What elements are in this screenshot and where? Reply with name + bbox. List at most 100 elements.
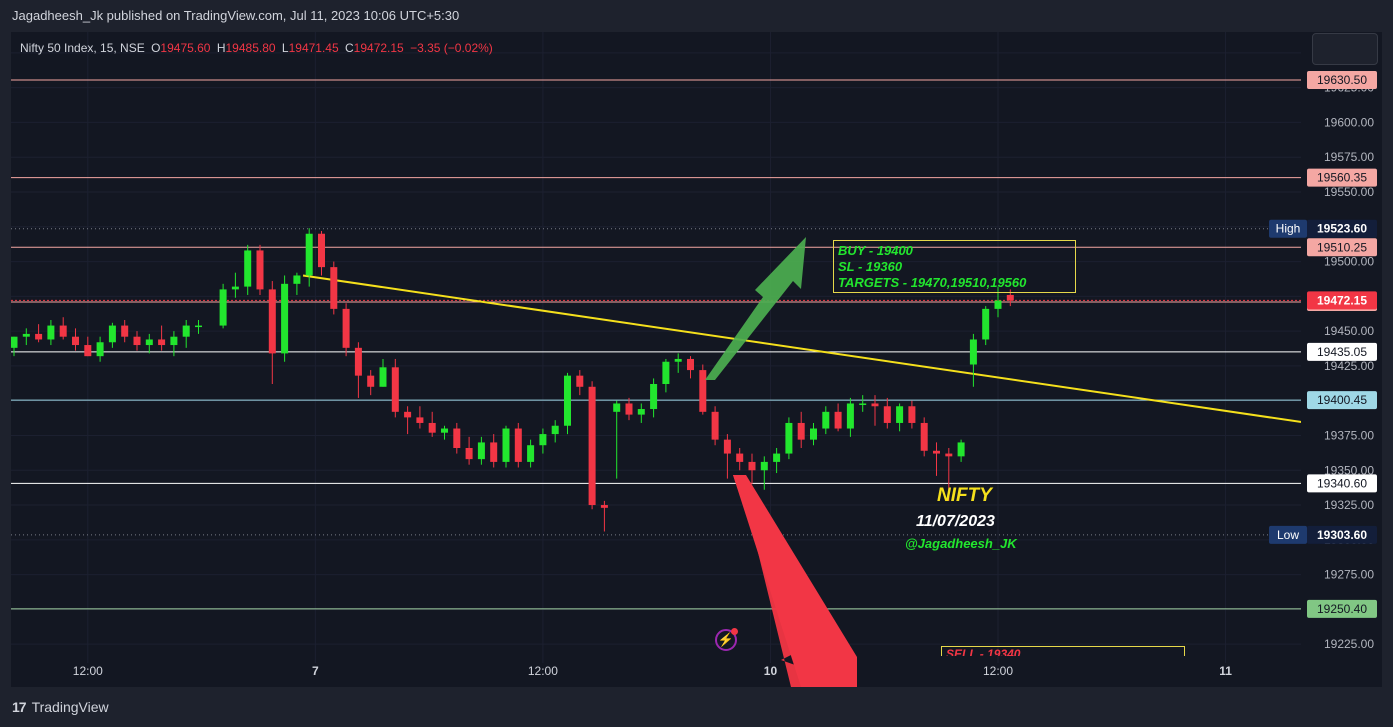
y-tick-label: 19225.00 [1324, 637, 1374, 651]
legend-low-label: L [281, 41, 289, 55]
x-tick-label: 10 [764, 664, 778, 678]
x-tick-label: 7 [312, 664, 319, 678]
legend-low: 19471.45 [288, 41, 339, 55]
candle-body [404, 411, 412, 418]
trendline [302, 274, 1337, 429]
level-tag-label: 19250.40 [1317, 602, 1367, 616]
candle-body [957, 442, 965, 457]
candle-body [231, 286, 239, 290]
author-handle: @Jagadheesh_JK [905, 536, 1017, 551]
current-price-label: 19472.15 [1317, 293, 1367, 307]
candle-body [96, 342, 104, 357]
arrows [705, 237, 857, 687]
candle-body [293, 275, 301, 284]
level-tag [1307, 599, 1377, 618]
chart-date: 11/07/2023 [916, 513, 995, 530]
y-tick-label: 19500.00 [1324, 255, 1374, 269]
candle-body [859, 403, 867, 405]
candle-body [773, 453, 781, 462]
candle-body [527, 445, 535, 462]
y-tick-label: 19325.00 [1324, 498, 1374, 512]
candle-body [281, 283, 289, 354]
candle-body [367, 375, 375, 387]
candle-body [305, 233, 313, 276]
level-tag [1307, 238, 1377, 257]
brand-name: TradingView [31, 699, 109, 715]
extreme-value-tag [1307, 219, 1377, 238]
candle-body [391, 367, 399, 412]
candle-body [514, 428, 522, 462]
green-buy-arrow [705, 237, 806, 380]
candle-body [477, 442, 485, 460]
candle-body [625, 403, 633, 415]
y-tick-label: 19575.00 [1324, 150, 1374, 164]
candle-body [576, 375, 584, 387]
legend-open: 19475.60 [160, 41, 211, 55]
extreme-value-tag [1307, 525, 1377, 544]
candle-body [330, 267, 338, 309]
level-tag-label: 19630.50 [1317, 73, 1367, 87]
plan-sl: SL - 19360 [838, 259, 903, 274]
candle-body [502, 428, 510, 462]
extreme-tag [1269, 219, 1307, 238]
extreme-tag [1269, 525, 1307, 544]
level-tag-label: 19560.35 [1317, 171, 1367, 185]
trade-plan-box[interactable]: BUY - 19400 SL - 19360 TARGETS - 19470,1… [833, 240, 1076, 293]
candle-body [711, 411, 719, 440]
candle-body [170, 336, 178, 346]
candle-body [354, 347, 362, 376]
plan-buy: BUY - 19400 [838, 243, 913, 258]
level-tag [1307, 391, 1377, 410]
footer: 17 TradingView [0, 687, 1393, 727]
y-tick-label: 19600.00 [1324, 115, 1374, 129]
candle-body [908, 406, 916, 423]
candle-body [699, 370, 707, 412]
candle-body [613, 403, 621, 412]
candle-body [428, 422, 436, 433]
candle-body [342, 308, 350, 348]
candle-body [896, 406, 904, 423]
red-sell-arrow-body [733, 475, 857, 687]
candle-body [982, 308, 990, 340]
candle-body [11, 336, 18, 348]
tradingview-brand[interactable]: 17 TradingView [12, 699, 109, 715]
ohlc-legend: Nifty 50 Index, 15, NSE O19475.60 H19485… [20, 41, 496, 55]
candle-body [736, 453, 744, 462]
candle-body [810, 428, 817, 440]
candle-body [637, 409, 645, 415]
candle-body [588, 386, 596, 506]
extreme-value-label: 19523.60 [1317, 222, 1367, 236]
sell-plan-box[interactable]: SELL - 19340 [941, 646, 1185, 656]
candle-body [145, 339, 153, 346]
chart-area[interactable]: 19225.0019250.0019275.0019300.0019325.00… [11, 32, 1382, 687]
level-tag [1307, 474, 1377, 493]
level-tag-label: 19400.45 [1317, 393, 1367, 407]
candle-body [416, 417, 424, 423]
chart-svg[interactable]: 19225.0019250.0019275.0019300.0019325.00… [11, 32, 1382, 687]
chart-menu-button[interactable] [1312, 33, 1378, 65]
candle-body [723, 439, 731, 454]
level-tag [1307, 168, 1377, 187]
y-tick-label: 19450.00 [1324, 324, 1374, 338]
candle-body [318, 233, 325, 268]
level-tag-label: 19435.05 [1317, 345, 1367, 359]
y-tick-label: 19350.00 [1324, 463, 1374, 477]
candle-body [797, 422, 805, 440]
sell-text: SELL - 19340 [946, 647, 1021, 656]
horizontal-levels [11, 79, 1301, 610]
current-price-tag [1307, 291, 1377, 310]
extreme-tag-label: Low [1277, 528, 1299, 542]
x-tick-label: 12:00 [528, 664, 558, 678]
publish-text: Jagadheesh_Jk published on TradingView.c… [12, 8, 460, 23]
candles [11, 228, 1014, 532]
y-tick-label: 19550.00 [1324, 185, 1374, 199]
x-tick-label: 12:00 [983, 664, 1013, 678]
candle-body [933, 450, 940, 454]
candle-body [108, 325, 116, 343]
candle-body [453, 428, 461, 448]
candle-body [687, 358, 694, 371]
lightning-icon[interactable]: ⚡ [715, 628, 738, 651]
tradingview-logo-icon: 17 [12, 699, 27, 715]
candle-body [969, 339, 977, 365]
